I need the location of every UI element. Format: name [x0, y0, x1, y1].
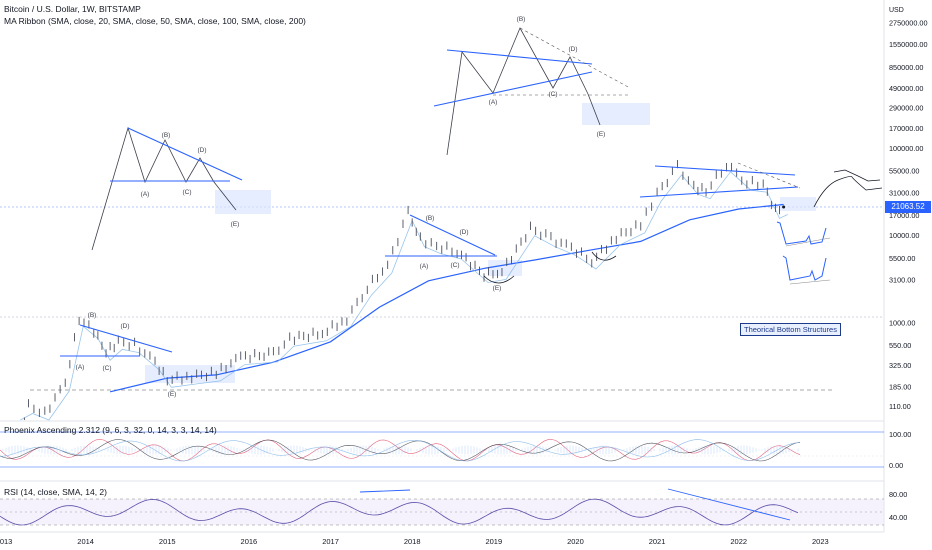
ma-short-line: [20, 171, 788, 421]
price-axis-tick: 185.00: [889, 382, 911, 391]
wave-label: (C): [102, 365, 111, 372]
time-axis-tick: 2013: [0, 537, 12, 546]
bottom-structure-1: [776, 221, 827, 245]
time-axis-tick: 2020: [567, 537, 584, 546]
price-axis-tick: 100000.00: [889, 144, 924, 153]
wave-label: (D): [120, 323, 129, 330]
triangle-upper-line: [127, 127, 243, 181]
time-axis-tick: 2018: [404, 537, 421, 546]
price-axis-tick: 31000.00: [889, 188, 919, 197]
price-axis-tick: 170000.00: [889, 124, 924, 133]
indicator-legend: MA Ribbon (SMA, close, 20, SMA, close, 5…: [4, 16, 306, 26]
triangle-lower-line: [433, 71, 593, 107]
price-axis-tick: 10000.00: [889, 231, 919, 240]
time-axis-tick: 2014: [77, 537, 94, 546]
price-axis-tick: 17000.00: [889, 211, 919, 220]
osc-line: [0, 438, 801, 462]
wave-label: (E): [493, 285, 502, 292]
price-axis-tick: 490000.00: [889, 84, 924, 93]
price-axis-tick: 55000.00: [889, 167, 919, 176]
rsi-axis-tick: 40.00: [889, 513, 907, 522]
time-axis-tick: 2015: [159, 537, 176, 546]
highlight-box: [780, 197, 816, 211]
wave-label: (A): [420, 263, 429, 270]
highlight-box: [582, 103, 650, 125]
rsi-legend: RSI (14, close, SMA, 14, 2): [4, 487, 107, 497]
price-axis-tick: 550.00: [889, 341, 911, 350]
triangle-pattern-1: [91, 126, 237, 251]
time-axis-tick: 2017: [322, 537, 339, 546]
triangle-upper-line: [446, 49, 593, 65]
bottom-arc: [591, 251, 617, 261]
wave-label: (C): [450, 262, 459, 269]
price-axis-tick: 1000.00: [889, 318, 915, 327]
time-axis-tick: 2019: [485, 537, 502, 546]
triangle-upper-line: [79, 324, 173, 353]
phoenix-legend: Phoenix Ascending 2.312 (9, 6, 3, 32, 0,…: [4, 425, 217, 435]
wave-label: (E): [597, 131, 606, 138]
rsi-axis-tick: 80.00: [889, 490, 907, 499]
wave-label: (D): [568, 46, 577, 53]
osc-line: [0, 439, 801, 462]
wave-label: (B): [426, 215, 435, 222]
chart-title: Bitcoin / U.S. Dollar, 1W, BITSTAMP: [4, 4, 141, 14]
wave-label: (B): [517, 16, 526, 23]
theorical-bottom-structures-badge: Theorical Bottom Structures: [740, 323, 841, 336]
price-axis-tick: 850000.00: [889, 63, 924, 72]
projection-line: [737, 162, 801, 189]
wave-label: (A): [489, 99, 498, 106]
triangle-upper-line: [409, 214, 496, 256]
osc-axis-tick: 100.00: [889, 430, 911, 439]
highlight-box: [215, 190, 271, 214]
rsi-line: [0, 498, 799, 526]
wave-label: (B): [162, 132, 171, 139]
bottom-arc: [483, 275, 515, 284]
wave-label: (D): [459, 229, 468, 236]
price-axis-tick: 1550000.00: [889, 40, 928, 49]
wave-label: (B): [88, 312, 97, 319]
wave-label: (C): [548, 91, 557, 98]
price-axis-tick: 2750000.00: [889, 18, 928, 27]
triangle-upper-line: [654, 165, 796, 176]
time-axis-tick: 2023: [812, 537, 829, 546]
wave-label: (A): [141, 191, 150, 198]
wave-label: (E): [168, 391, 177, 398]
bottom-structure-1: [785, 237, 831, 247]
projection-curve: [813, 176, 883, 208]
wave-label: (C): [182, 189, 191, 196]
price-axis-tick: 290000.00: [889, 104, 924, 113]
price-point: [782, 205, 786, 209]
triangle-pattern-2: [446, 27, 601, 156]
wave-label: (D): [197, 147, 206, 154]
wave-label: (E): [231, 221, 240, 228]
projection-curve: [833, 169, 881, 182]
rsi-trendline: [359, 489, 411, 493]
bottom-structure-2: [782, 255, 827, 281]
wave-label: (A): [76, 364, 85, 371]
projection-line: [519, 27, 631, 89]
time-axis-tick: 2021: [649, 537, 666, 546]
triangle-lower-line: [639, 186, 799, 198]
rsi-trendline: [667, 488, 791, 521]
last-price-tag: 21063.52: [885, 201, 931, 213]
price-axis-tick: 5500.00: [889, 254, 915, 263]
time-axis-tick: 2016: [241, 537, 258, 546]
osc-axis-tick: 0.00: [889, 461, 903, 470]
price-axis-unit: USD: [889, 7, 904, 14]
price-axis-tick: 3100.00: [889, 276, 915, 285]
osc-line: [0, 439, 801, 462]
bottom-structure-2: [789, 279, 831, 285]
price-axis-tick: 325.00: [889, 361, 911, 370]
price-axis-tick: 110.00: [889, 402, 911, 411]
time-axis-tick: 2022: [730, 537, 747, 546]
